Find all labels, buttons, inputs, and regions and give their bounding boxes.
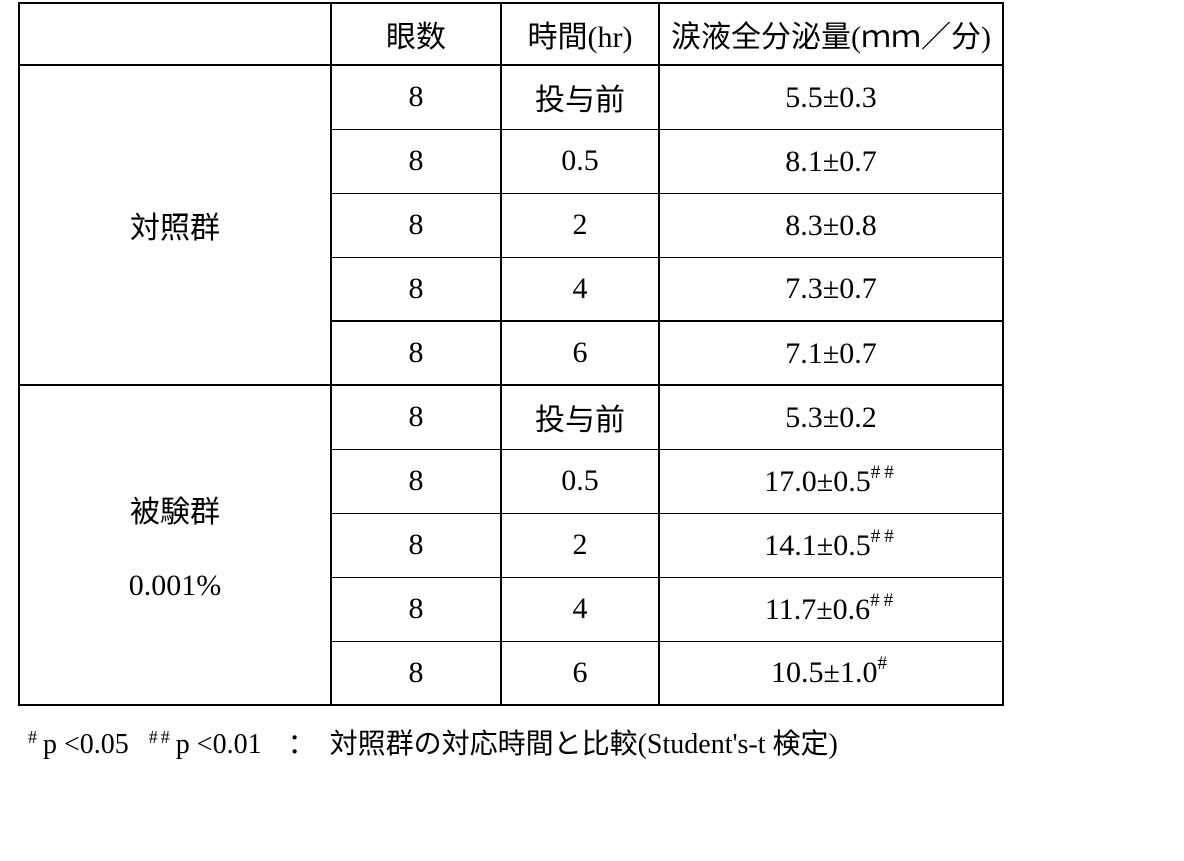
table-row: 8 6 7.1±0.7 <box>19 320 1004 385</box>
cell-time: 2 <box>500 192 660 257</box>
footnote-sig2-text: p <0.01 <box>175 729 262 760</box>
table-row: 8 0.5 8.1±0.7 <box>19 128 1004 193</box>
secretion-value: 14.1±0.5 <box>764 528 871 562</box>
header-cell-secretion: 涙液全分泌量(ｍｍ／分) <box>658 3 1004 66</box>
cell-secretion: 17.0±0.5## <box>658 448 1004 513</box>
cell-eyes: 8 <box>330 192 502 257</box>
group-concentration: 0.001% <box>128 569 222 602</box>
secretion-value: 7.3±0.7 <box>785 272 877 306</box>
cell-time: 6 <box>500 320 660 385</box>
secretion-value: 10.5±1.0 <box>771 656 878 690</box>
significance-mark: ## <box>870 461 898 483</box>
results-table: 眼数 時間(hr) 涙液全分泌量(ｍｍ／分) 対照群 8 投与前 5.5±0.3… <box>18 2 1004 706</box>
footnote-sig1-text: p <0.05 <box>43 729 129 760</box>
cell-secretion: 8.3±0.8 <box>658 192 1004 257</box>
secretion-value: 8.1±0.7 <box>785 144 877 178</box>
cell-secretion: 5.3±0.2 <box>658 384 1004 449</box>
cell-secretion: 5.5±0.3 <box>658 64 1004 129</box>
cell-eyes: 8 <box>330 384 502 449</box>
cell-time: 0.5 <box>500 128 660 193</box>
significance-mark-single: # <box>28 726 40 747</box>
cell-secretion: 7.3±0.7 <box>658 256 1004 321</box>
cell-secretion: 7.1±0.7 <box>658 320 1004 385</box>
cell-eyes: 8 <box>330 64 502 129</box>
header-cell-eyes: 眼数 <box>330 3 502 66</box>
table-row: 8 0.5 17.0±0.5## <box>19 448 1004 513</box>
cell-time: 2 <box>500 512 660 577</box>
table-row: 8 4 11.7±0.6## <box>19 576 1004 641</box>
significance-mark: ## <box>870 525 898 547</box>
cell-secretion: 8.1±0.7 <box>658 128 1004 193</box>
footnote-colon: ： <box>287 729 316 760</box>
control-group-section: 対照群 8 投与前 5.5±0.3 8 0.5 8.1±0.7 8 2 8.3±… <box>18 64 1004 385</box>
group-label-cell-control: 対照群 <box>18 64 332 385</box>
cell-time: 投与前 <box>500 384 660 449</box>
footnote-description: 対照群の対応時間と比較(Student's-t 検定) <box>329 729 838 760</box>
cell-eyes: 8 <box>330 640 502 705</box>
cell-eyes: 8 <box>330 448 502 513</box>
significance-mark-double: ## <box>148 726 173 747</box>
header-cell-time: 時間(hr) <box>500 3 660 66</box>
secretion-value: 11.7±0.6 <box>764 592 871 626</box>
table-row: 8 2 14.1±0.5## <box>19 512 1004 577</box>
cell-time: 4 <box>500 576 660 641</box>
table-row: 被験群 0.001% 8 投与前 5.3±0.2 <box>18 384 1004 705</box>
table-row: 8 2 8.3±0.8 <box>19 192 1004 257</box>
table-row: 8 6 10.5±1.0# <box>19 640 1004 705</box>
test-group-section: 被験群 0.001% 8 投与前 5.3±0.2 8 0.5 17.0±0.5#… <box>18 384 1004 705</box>
cell-eyes: 8 <box>330 320 502 385</box>
cell-eyes: 8 <box>330 256 502 321</box>
cell-eyes: 8 <box>330 512 502 577</box>
secretion-value: 5.5±0.3 <box>785 80 877 114</box>
table-header-row: 眼数 時間(hr) 涙液全分泌量(ｍｍ／分) <box>18 3 1004 66</box>
footnote: # p <0.05 ## p <0.01 ： 対照群の対応時間と比較(Student's-… <box>28 722 838 762</box>
significance-mark: ## <box>870 589 898 611</box>
cell-secretion: 10.5±1.0# <box>658 640 1004 705</box>
cell-time: 4 <box>500 256 660 321</box>
cell-time: 投与前 <box>500 64 660 129</box>
secretion-value: 7.1±0.7 <box>785 336 877 370</box>
results-table-container: 眼数 時間(hr) 涙液全分泌量(ｍｍ／分) 対照群 8 投与前 5.5±0.3… <box>18 2 1004 706</box>
secretion-value: 8.3±0.8 <box>785 208 877 242</box>
significance-mark: # <box>877 653 891 675</box>
cell-eyes: 8 <box>330 576 502 641</box>
group-label: 被験群 <box>130 496 220 529</box>
secretion-value: 5.3±0.2 <box>785 400 877 434</box>
cell-secretion: 14.1±0.5## <box>658 512 1004 577</box>
secretion-value: 17.0±0.5 <box>764 464 871 498</box>
cell-time: 0.5 <box>500 448 660 513</box>
cell-secretion: 11.7±0.6## <box>658 576 1004 641</box>
group-label: 対照群 <box>130 212 220 245</box>
table-row: 8 4 7.3±0.7 <box>19 256 1004 321</box>
cell-eyes: 8 <box>330 128 502 193</box>
cell-time: 6 <box>500 640 660 705</box>
header-cell-group <box>18 3 332 66</box>
group-label-cell-test: 被験群 0.001% <box>18 384 332 705</box>
table-row: 対照群 8 投与前 5.5±0.3 <box>18 64 1004 385</box>
